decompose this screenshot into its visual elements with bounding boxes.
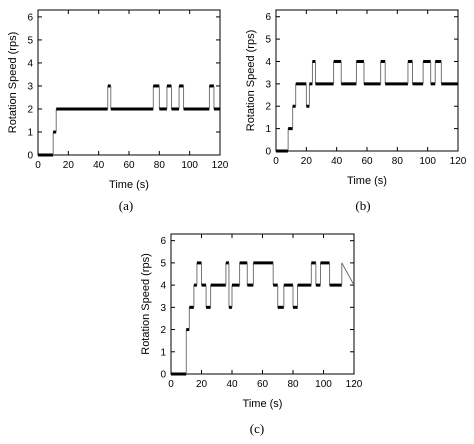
chart-panel-a: 0 20 40 60 80 100 120 0 1 2 3 4 5 6 Time (s) Rotation S… [7,9,229,213]
y-tick-label: 5 [27,35,33,46]
y-tick-label: 4 [160,281,166,292]
chart-panel-c: 0 20 40 60 80 100 120 0 1 2 3 4 5 6 Time (s) Rotation S… [140,233,363,436]
x-tick-label: 100 [419,156,436,167]
y-tick-label: 4 [265,57,271,68]
y-tick-label: 2 [27,104,33,115]
plot-frame [170,233,355,375]
y-tick-label: 0 [265,147,271,158]
data-segment-step [341,262,355,286]
y-tick-label: 4 [27,58,33,69]
y-tick-label: 0 [160,370,166,381]
x-axis-label: Time (s) [347,175,387,187]
y-tick-label: 5 [265,35,271,46]
x-tick-label: 100 [315,379,332,390]
y-tick-label: 2 [265,102,271,113]
panel-caption: (a) [119,198,133,213]
x-tick-label: 40 [331,156,343,167]
plot-frame [37,9,221,156]
panel-caption: (b) [355,198,370,213]
y-tick-label: 2 [160,325,166,336]
x-tick-label: 20 [63,160,75,171]
y-tick-label: 6 [160,236,166,247]
y-axis-label: Rotation Speed (rps) [245,30,257,132]
x-axis-label: Time (s) [109,179,149,191]
x-tick-label: 0 [273,156,279,167]
y-tick-label: 3 [265,79,271,90]
chart-panel-b: 0 20 40 60 80 100 120 0 1 2 3 4 5 6 Time (s) Rotation S… [245,9,467,213]
x-tick-label: 120 [212,160,229,171]
y-tick-label: 6 [27,12,33,23]
x-tick-label: 40 [226,379,238,390]
x-tick-label: 80 [392,156,404,167]
y-tick-label: 3 [160,303,166,314]
y-tick-label: 1 [27,127,33,138]
x-tick-label: 80 [287,379,299,390]
y-axis-label: Rotation Speed (rps) [140,253,152,355]
x-axis-label: Time (s) [243,398,283,410]
y-tick-label: 1 [265,124,271,135]
y-tick-label: 5 [160,258,166,269]
y-tick-label: 1 [160,347,166,358]
y-tick-label: 6 [265,12,271,23]
x-tick-label: 120 [346,379,363,390]
x-tick-label: 60 [361,156,373,167]
x-tick-label: 0 [168,379,174,390]
y-tick-label: 3 [27,81,33,92]
y-axis-label: Rotation Speed (rps) [7,32,19,134]
x-tick-label: 120 [450,156,467,167]
x-tick-label: 20 [196,379,208,390]
x-tick-label: 60 [123,160,135,171]
x-tick-label: 80 [154,160,166,171]
x-tick-label: 0 [35,160,41,171]
x-tick-label: 100 [181,160,198,171]
x-tick-label: 60 [257,379,269,390]
x-tick-label: 20 [301,156,313,167]
x-tick-label: 40 [93,160,105,171]
y-tick-label: 0 [27,151,33,162]
panel-caption: (c) [250,421,264,436]
